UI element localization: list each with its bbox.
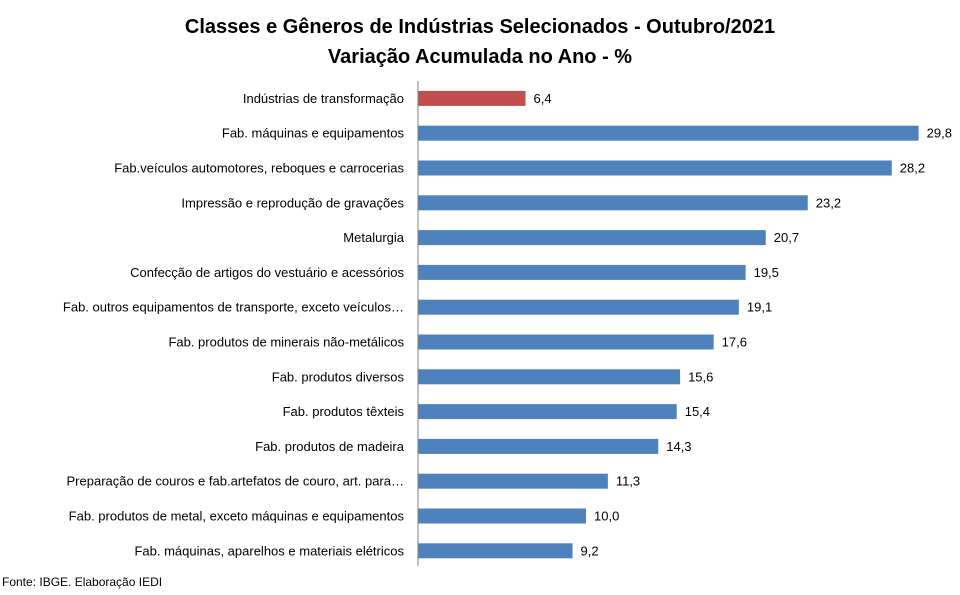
value-label: 6,4 xyxy=(534,91,552,106)
category-label: Fab. máquinas, aparelhos e materiais elé… xyxy=(134,543,404,558)
category-label: Metalurgia xyxy=(343,230,404,245)
category-label: Fab.veículos automotores, reboques e car… xyxy=(114,161,404,176)
category-label: Preparação de couros e fab.artefatos de … xyxy=(67,474,404,489)
category-label: Indústrias de transformação xyxy=(243,91,404,106)
bar xyxy=(418,195,808,211)
bar xyxy=(418,230,766,246)
source-note: Fonte: IBGE. Elaboração IEDI xyxy=(2,575,163,589)
category-label: Fab. produtos têxteis xyxy=(283,404,405,419)
bar xyxy=(418,90,526,106)
category-label: Fab. produtos diversos xyxy=(272,369,405,384)
bar xyxy=(418,264,746,280)
bar xyxy=(418,543,573,559)
value-label: 15,4 xyxy=(685,404,710,419)
bar xyxy=(418,404,677,420)
bar-chart: Classes e Gêneros de Indústrias Selecion… xyxy=(63,16,952,566)
category-label: Fab. produtos de metal, exceto máquinas … xyxy=(69,509,405,524)
value-label: 28,2 xyxy=(900,161,925,176)
value-label: 10,0 xyxy=(594,509,619,524)
bar-group xyxy=(418,90,919,559)
category-label: Fab. máquinas e equipamentos xyxy=(222,126,405,141)
bar xyxy=(418,369,681,385)
value-label: 23,2 xyxy=(816,195,841,210)
value-label: 17,6 xyxy=(722,335,747,350)
category-label: Confecção de artigos do vestuário e aces… xyxy=(130,265,404,280)
bar xyxy=(418,438,659,454)
category-label: Fab. produtos de minerais não-metálicos xyxy=(168,335,404,350)
category-label: Fab. produtos de madeira xyxy=(255,439,405,454)
bar xyxy=(418,508,586,524)
value-label: 11,3 xyxy=(616,474,640,489)
chart-subtitle: Variação Acumulada no Ano - % xyxy=(328,46,632,68)
value-label: 9,2 xyxy=(581,543,599,558)
value-labels: 6,4 29,8 28,2 23,2 20,7 19,5 19,1 17,6 15,6 15,4 1… xyxy=(534,91,952,558)
chart-title: Classes e Gêneros de Indústrias Selecion… xyxy=(185,16,775,38)
value-label: 19,5 xyxy=(754,265,779,280)
bar xyxy=(418,299,739,315)
bar xyxy=(418,473,608,489)
value-label: 15,6 xyxy=(688,369,713,384)
bar xyxy=(418,160,892,176)
bar xyxy=(418,334,714,350)
category-label: Impressão e reprodução de gravações xyxy=(181,195,404,210)
category-labels: Indústrias de transformação Fab. máquinas… xyxy=(63,91,405,558)
bar xyxy=(418,125,919,141)
value-label: 29,8 xyxy=(927,126,952,141)
value-label: 20,7 xyxy=(774,230,799,245)
value-label: 14,3 xyxy=(666,439,691,454)
value-label: 19,1 xyxy=(747,300,772,315)
category-label: Fab. outros equipamentos de transporte, … xyxy=(63,300,404,315)
